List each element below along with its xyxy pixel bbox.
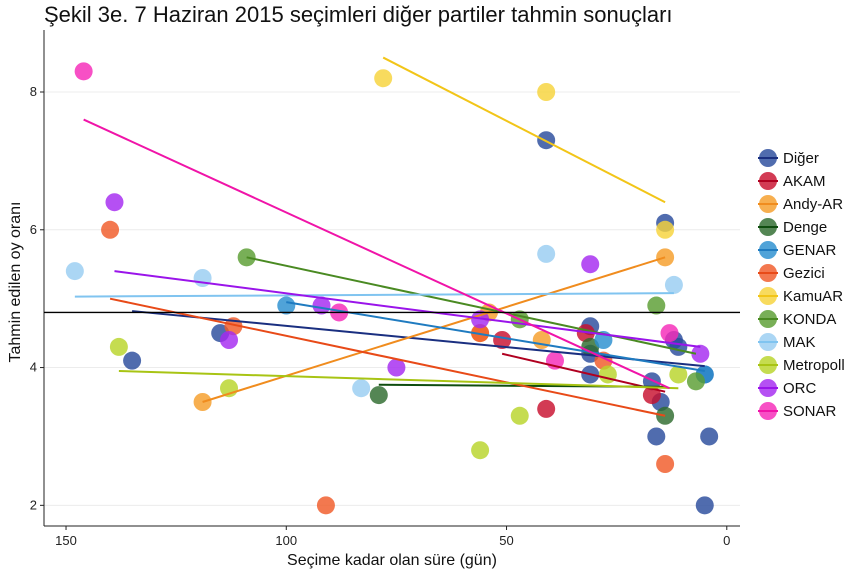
point-orc — [691, 344, 710, 363]
trend-line-gezici — [109, 297, 666, 417]
legend-label: ORC — [783, 380, 817, 397]
x-tick-label: 0 — [723, 533, 730, 548]
point-orc — [581, 255, 600, 274]
legend-item-konda: KONDA — [758, 310, 836, 328]
trend-line-orc — [114, 270, 701, 348]
point-di-er — [647, 427, 666, 446]
point-konda — [686, 372, 705, 391]
x-tick-label: 50 — [499, 533, 513, 548]
legend-item-gezici: Gezici — [758, 264, 825, 282]
point-mak — [537, 244, 556, 263]
point-sonar — [74, 62, 93, 81]
point-orc — [387, 358, 406, 377]
legend-label: Andy-AR — [783, 196, 843, 213]
point-di-er — [123, 351, 142, 370]
trend-line-sonar — [83, 118, 670, 390]
point-metropoll — [669, 365, 688, 384]
point-di-er — [695, 496, 714, 515]
trend-line-kamuar — [382, 56, 666, 204]
point-genar — [277, 296, 296, 315]
legend-item-sonar: SONAR — [758, 402, 837, 420]
x-axis-title: Seçime kadar olan süre (gün) — [287, 552, 497, 569]
point-kamuar — [656, 220, 675, 239]
point-metropoll — [471, 441, 490, 460]
point-mak — [664, 275, 683, 294]
x-tick-label: 100 — [275, 533, 297, 548]
legend-label: KONDA — [783, 311, 836, 328]
legend-item-andy-ar: Andy-AR — [758, 195, 843, 213]
trend-line-mak — [74, 292, 674, 298]
legend-item-di-er: Diğer — [758, 149, 819, 167]
trend-line-di-er — [132, 310, 705, 368]
legend-item-denge: Denge — [758, 218, 827, 236]
point-andy-ar — [532, 331, 551, 349]
point-orc — [312, 296, 331, 315]
y-tick-label: 4 — [30, 360, 37, 375]
trend-line-andy-ar — [202, 256, 666, 403]
y-tick-label: 2 — [30, 497, 37, 512]
legend: Diğer AKAM Andy-AR Denge GENAR Gezici KamuAR KO… — [758, 149, 845, 420]
trend-lines — [74, 56, 705, 417]
y-tick-label: 8 — [30, 84, 37, 99]
point-gezici — [656, 455, 675, 473]
point-mak — [352, 379, 371, 398]
y-axis-title: Tahmin edilen oy oranı — [7, 202, 24, 363]
legend-label: SONAR — [783, 403, 837, 420]
grid — [44, 91, 740, 506]
point-denge — [369, 386, 388, 405]
legend-label: Denge — [783, 219, 827, 236]
legend-item-metropoll: Metropoll — [758, 356, 845, 374]
point-kamuar — [537, 83, 556, 101]
point-di-er — [700, 427, 719, 446]
point-orc — [105, 193, 124, 212]
point-kamuar — [374, 69, 393, 88]
legend-label: KamuAR — [783, 288, 843, 305]
point-gezici — [316, 496, 335, 515]
legend-item-akam: AKAM — [758, 172, 826, 190]
legend-item-kamuar: KamuAR — [758, 287, 843, 305]
trend-line-metropoll — [118, 370, 679, 390]
legend-item-genar: GENAR — [758, 241, 837, 259]
point-metropoll — [109, 337, 128, 356]
point-gezici — [101, 220, 120, 239]
point-metropoll — [510, 406, 529, 425]
point-mak — [65, 262, 84, 281]
point-akam — [493, 331, 512, 349]
legend-label: MAK — [783, 334, 816, 351]
trend-line-genar — [286, 301, 705, 372]
point-orc — [220, 331, 239, 349]
y-tick-label: 6 — [30, 222, 37, 237]
x-tick-label: 150 — [55, 533, 77, 548]
legend-label: GENAR — [783, 242, 837, 259]
point-akam — [537, 399, 556, 418]
legend-item-mak: MAK — [758, 333, 816, 351]
chart-title: Şekil 3e. 7 Haziran 2015 seçimleri diğer… — [44, 2, 673, 27]
legend-label: Diğer — [783, 150, 819, 167]
point-konda — [647, 296, 666, 315]
axes: 2 4 6 8 150 100 50 0 — [30, 30, 740, 548]
point-sonar — [660, 324, 679, 343]
trend-line-akam — [501, 352, 666, 393]
legend-item-orc: ORC — [758, 379, 817, 397]
legend-label: AKAM — [783, 173, 826, 190]
legend-label: Gezici — [783, 265, 825, 282]
legend-label: Metropoll — [783, 357, 845, 374]
trend-line-konda — [246, 256, 697, 355]
